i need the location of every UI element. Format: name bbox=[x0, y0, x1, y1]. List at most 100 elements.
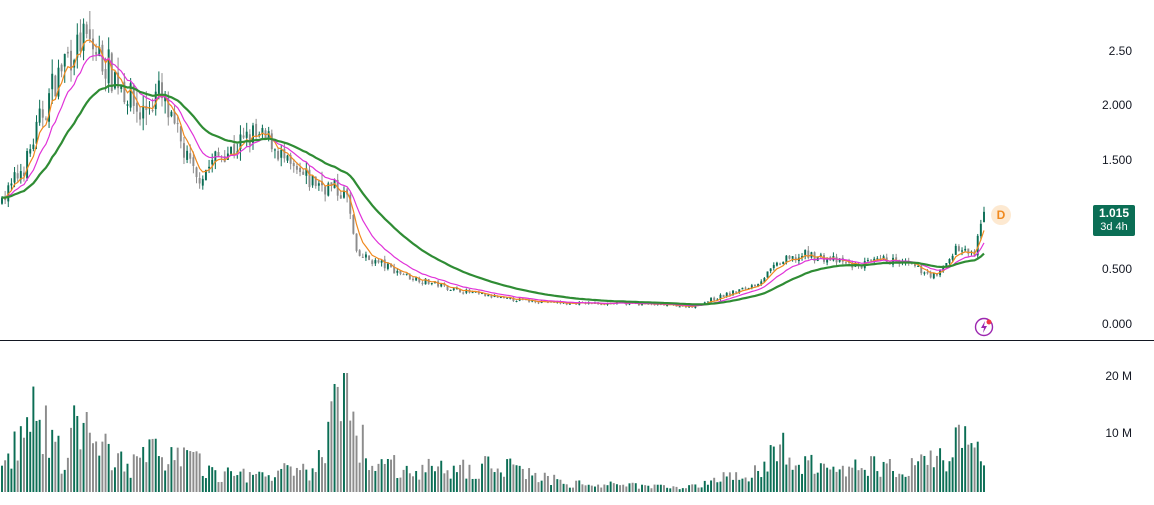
volume-bar bbox=[139, 457, 142, 492]
volume-bar bbox=[446, 470, 449, 492]
volume-bar bbox=[321, 457, 323, 492]
volume-bar bbox=[374, 470, 377, 492]
candle-body bbox=[164, 95, 167, 102]
price-axis-label: 0.500 bbox=[1101, 262, 1132, 276]
volume-bar bbox=[132, 454, 135, 492]
candle-body bbox=[895, 257, 898, 260]
candle-body bbox=[305, 168, 308, 176]
volume-bar bbox=[546, 475, 549, 492]
candle-body bbox=[688, 306, 691, 308]
volume-bar bbox=[983, 465, 985, 492]
candle-body bbox=[104, 69, 107, 79]
volume-bar bbox=[371, 465, 374, 492]
ema-mid-line bbox=[1, 53, 985, 307]
volume-bar bbox=[892, 471, 894, 492]
volume-bar bbox=[945, 471, 948, 492]
candle-body bbox=[506, 297, 509, 299]
volume-bar bbox=[402, 469, 405, 492]
candle-body bbox=[88, 29, 91, 40]
volume-bar bbox=[675, 486, 678, 492]
candle-body bbox=[139, 112, 142, 120]
lightning-icon[interactable] bbox=[974, 317, 994, 337]
volume-bar bbox=[775, 461, 778, 492]
volume-bar bbox=[32, 386, 35, 492]
candle-body bbox=[537, 302, 540, 304]
candle-body bbox=[85, 24, 88, 34]
candle-body bbox=[371, 260, 374, 264]
volume-bar bbox=[559, 479, 562, 492]
volume-bar bbox=[641, 484, 643, 492]
volume-bar bbox=[38, 419, 41, 492]
candle-body bbox=[277, 151, 280, 160]
candle-body bbox=[728, 293, 731, 295]
candle-body bbox=[459, 288, 462, 293]
candle-body bbox=[377, 260, 380, 263]
volume-bar bbox=[412, 476, 414, 492]
volume-bar bbox=[512, 464, 515, 492]
candle-body bbox=[465, 289, 468, 293]
candle-body bbox=[945, 263, 948, 268]
candle-body bbox=[848, 261, 851, 264]
volume-bar bbox=[568, 487, 571, 492]
candle-body bbox=[95, 51, 98, 55]
candle-body bbox=[920, 265, 923, 274]
candle-body bbox=[961, 250, 964, 252]
dividend-marker-badge[interactable]: D bbox=[991, 205, 1011, 225]
candle-body bbox=[440, 283, 443, 287]
volume-bar bbox=[208, 465, 211, 492]
volume-bar bbox=[380, 459, 383, 492]
volume-bar bbox=[550, 485, 553, 492]
volume-bar bbox=[459, 464, 462, 492]
candle-body bbox=[722, 294, 725, 298]
candle-body bbox=[471, 292, 474, 294]
volume-bar bbox=[107, 443, 110, 492]
candle-body bbox=[735, 291, 738, 293]
candle-body bbox=[280, 149, 283, 158]
volume-bar bbox=[879, 476, 882, 492]
candle-body bbox=[747, 287, 750, 289]
volume-bar bbox=[684, 488, 687, 492]
candle-body bbox=[22, 172, 25, 177]
candle-body bbox=[182, 143, 185, 158]
volume-bar bbox=[289, 466, 292, 492]
volume-bar bbox=[506, 459, 509, 492]
candle-body bbox=[299, 167, 302, 173]
volume-bar bbox=[857, 470, 860, 492]
volume-bar bbox=[895, 477, 898, 492]
volume-bar bbox=[854, 459, 857, 492]
volume-bar bbox=[51, 429, 54, 492]
volume-bar bbox=[29, 431, 32, 492]
candle-body bbox=[233, 144, 236, 155]
candle-body bbox=[327, 183, 330, 196]
volume-bar bbox=[60, 473, 63, 492]
volume-bar bbox=[242, 468, 245, 492]
volume-bar bbox=[807, 460, 810, 492]
candle-body bbox=[311, 175, 314, 186]
volume-bar bbox=[744, 477, 747, 492]
candle-body bbox=[509, 297, 512, 299]
candle-body bbox=[408, 274, 411, 280]
candle-body bbox=[437, 281, 440, 287]
volume-bar bbox=[496, 468, 499, 492]
volume-bar bbox=[848, 466, 851, 492]
volume-bar bbox=[942, 460, 945, 492]
candle-body bbox=[41, 109, 44, 118]
volume-bar bbox=[732, 479, 734, 492]
volume-bar bbox=[22, 437, 25, 492]
volume-bar bbox=[198, 453, 201, 492]
volume-bar bbox=[926, 464, 929, 492]
volume-bar bbox=[622, 484, 625, 492]
candle-body bbox=[208, 166, 211, 169]
candle-body bbox=[261, 128, 264, 134]
volume-bar bbox=[368, 470, 371, 492]
candle-body bbox=[358, 250, 361, 256]
volume-bar bbox=[4, 460, 7, 492]
volume-bar bbox=[142, 446, 145, 492]
volume-bar bbox=[85, 412, 88, 492]
candle-body bbox=[54, 75, 57, 97]
volume-bar bbox=[625, 486, 628, 492]
volume-bar bbox=[433, 471, 436, 492]
volume-bar bbox=[92, 443, 94, 492]
